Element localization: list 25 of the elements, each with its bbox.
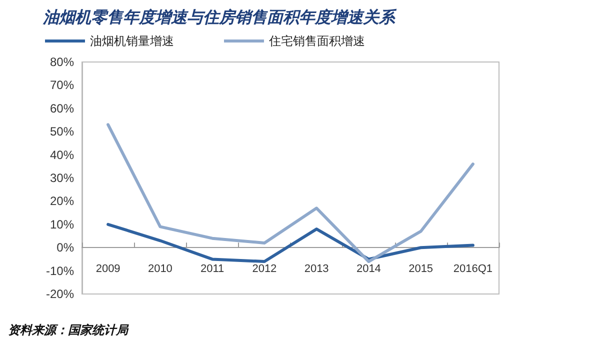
text: 资料来源：国家统计局 — [8, 323, 129, 337]
y-tick-label: 40% — [50, 148, 74, 162]
y-tick-label: 50% — [50, 124, 74, 139]
y-tick-label: 80% — [50, 55, 74, 69]
y-tick-label: 70% — [50, 78, 74, 92]
y-tick-label: -20% — [46, 287, 74, 301]
legend-label: 住宅销售面积增速 — [268, 34, 365, 48]
x-tick-label: 2010 — [148, 263, 172, 276]
x-tick-label: 2016Q1 — [453, 263, 493, 276]
y-tick-label: -10% — [46, 264, 74, 278]
x-tick-label: 2015 — [408, 263, 434, 276]
x-tick-label: 2011 — [200, 263, 224, 276]
x-tick-label: 2013 — [304, 263, 329, 276]
y-tick-label: 0% — [56, 240, 74, 255]
y-tick-label: 60% — [50, 101, 74, 116]
chart-title: 油烟机零售年度增速与住房销售面积年度增速关系 — [42, 8, 397, 26]
y-tick-label: 30% — [50, 171, 74, 185]
line-series — [106, 123, 474, 264]
x-tick-label: 2009 — [96, 263, 120, 276]
line-series — [106, 222, 474, 264]
x-tick-label: 2012 — [252, 263, 277, 276]
y-tick-label: 20% — [50, 194, 74, 208]
legend-label: 油烟机销量增速 — [90, 34, 174, 48]
y-tick-label: 10% — [50, 217, 74, 232]
x-tick-label: 2014 — [356, 263, 381, 276]
